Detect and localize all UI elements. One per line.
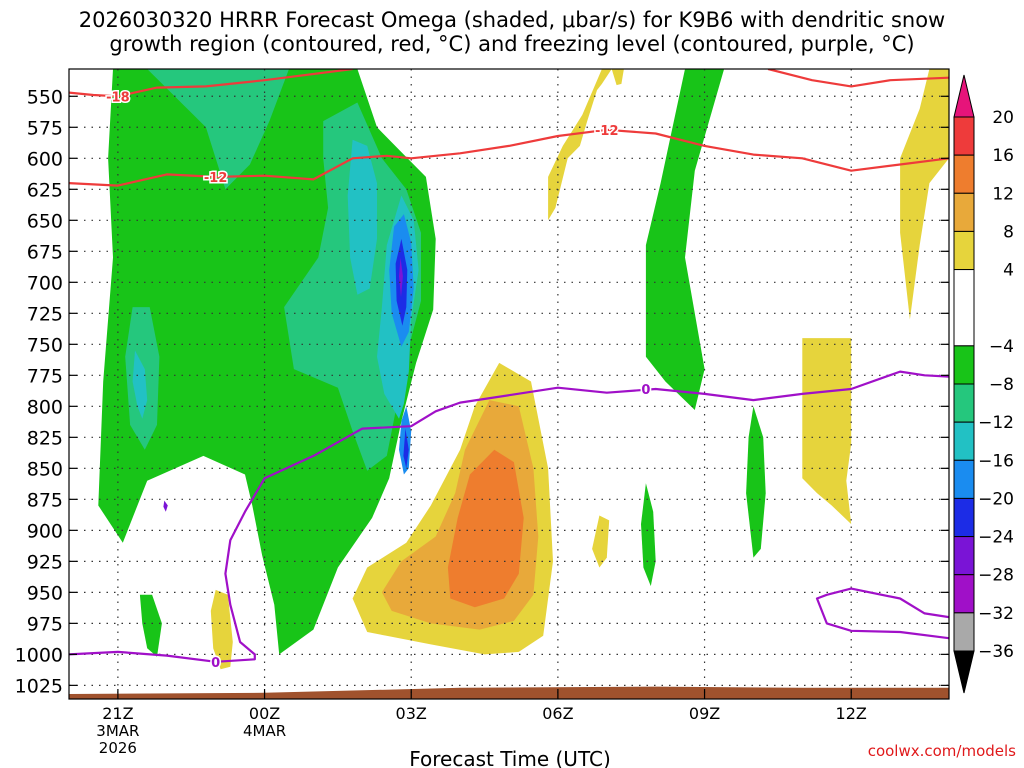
y-tick-label-1025: 1025 [15,675,63,697]
y-tick-label-750: 750 [27,334,63,356]
contour-label-dgz-minus12-1: -12 [595,124,619,139]
omega-region-23 [802,338,852,525]
colorbar-band-12 [953,612,975,652]
x-tick-label-21Z: 21Z [102,704,133,723]
terrain-layer [69,686,949,699]
y-tick-label-550: 550 [27,86,63,108]
contour-freezing-level [69,370,949,663]
colorbar-band-5 [953,345,975,385]
colorbar-label-13: −36 [978,642,1014,662]
chart-title-line-1: 2026030320 HRRR Forecast Omega (shaded, … [78,8,946,32]
omega-region-25 [611,69,624,86]
colorbar-top-arrow [953,74,975,118]
axes-layer: 550 575 600 625 650 675 700 725 750 775 800 825 850 8… [15,86,949,757]
omega-region-21 [548,69,612,221]
contour-label-freezing-level-0: 0 [211,656,220,671]
colorbar-band-4 [953,269,975,347]
colorbar-label-9: −20 [978,489,1014,509]
colorbar-label-10: −24 [978,528,1014,548]
grid-layer [69,69,949,699]
x-tick-year-21Z: 2026 [99,739,137,757]
colorbar-band-2 [953,192,975,232]
colorbar-label-8: −16 [978,451,1014,471]
y-tick-label-875: 875 [27,489,63,511]
contour-dgz-minus12 [69,128,949,187]
y-tick-label-850: 850 [27,458,63,480]
y-tick-label-775: 775 [27,365,63,387]
chart-title-line-2: growth region (contoured, red, °C) and f… [109,32,915,56]
x-tick-label-09Z: 09Z [689,704,720,723]
omega-region-11 [399,257,403,298]
colorbar-band-9 [953,497,975,538]
colorbar-label-3: 8 [1003,222,1014,242]
colorbar-band-11 [953,574,975,614]
colorbar-bottom-arrow [953,650,975,694]
colorbar-band-7 [953,421,975,461]
omega-region-10 [403,428,409,469]
y-tick-label-675: 675 [27,241,63,263]
y-tick-label-950: 950 [27,582,63,604]
omega-region-4 [347,139,377,295]
omega-region-24 [900,69,949,320]
colorbar-label-0: 20 [992,108,1014,128]
x-tick-label-06Z: 06Z [542,704,573,723]
omega-region-16 [746,406,766,558]
omega-region-14 [139,594,162,657]
colorbar: 20 16 12 8 4 −4 −8 −12 −16 −20 −24 −28 −32 −36 [953,74,1014,694]
x-tick-label-03Z: 03Z [396,704,427,723]
omega-region-13 [645,69,725,410]
contour-label-dgz-minus12-0: -12 [204,171,228,186]
y-tick-label-800: 800 [27,396,63,418]
colorbar-label-2: 12 [992,184,1014,204]
y-tick-label-625: 625 [27,179,63,201]
y-tick-label-700: 700 [27,272,63,294]
x-axis-label: Forecast Time (UTC) [409,747,611,768]
contour-dgz-minus18 [69,69,353,98]
contour-label-dgz-minus18-0: -18 [106,90,130,105]
colorbar-label-6: −8 [989,375,1014,395]
colorbar-label-11: −28 [978,566,1014,586]
omega-region-6 [132,350,148,419]
y-tick-label-900: 900 [27,520,63,542]
colorbar-label-7: −12 [978,413,1014,433]
contour-layer: -18 -12 -12 0 0 [69,69,949,672]
colorbar-band-6 [953,383,975,423]
omega-region-12 [163,500,168,512]
contour-label-freezing-level-1: 0 [641,383,650,398]
omega-region-15 [641,483,656,587]
contour-dgz-minus18-east [767,69,949,88]
y-tick-label-825: 825 [27,427,63,449]
contour-freezing-level-east [815,587,949,640]
x-tick-sublabel-21Z: 3MAR [96,722,139,740]
y-tick-label-600: 600 [27,148,63,170]
omega-region-22 [592,515,610,568]
y-tick-label-650: 650 [27,210,63,232]
omega-region-19 [447,449,524,608]
y-tick-label-1000: 1000 [15,644,63,666]
y-tick-label-975: 975 [27,613,63,635]
colorbar-band-0 [953,116,975,156]
colorbar-band-8 [953,459,975,499]
colorbar-label-5: −4 [989,337,1014,357]
y-tick-label-575: 575 [27,117,63,139]
colorbar-band-3 [953,230,975,271]
colorbar-band-1 [953,154,975,194]
terrain [69,686,949,699]
y-tick-label-725: 725 [27,303,63,325]
colorbar-label-12: −32 [978,604,1014,624]
source-credit[interactable]: coolwx.com/models [867,742,1016,760]
colorbar-band-10 [953,536,975,576]
omega-region-1 [147,69,289,190]
y-tick-label-925: 925 [27,551,63,573]
colorbar-label-1: 16 [992,146,1014,166]
omega-region-20 [210,589,233,670]
x-tick-label-00Z: 00Z [249,704,280,723]
x-tick-sublabel-00Z: 4MAR [243,722,286,740]
x-tick-label-12Z: 12Z [836,704,867,723]
colorbar-label-4: 4 [1003,261,1014,281]
omega-shading [98,69,949,670]
plot-frame [68,68,950,700]
